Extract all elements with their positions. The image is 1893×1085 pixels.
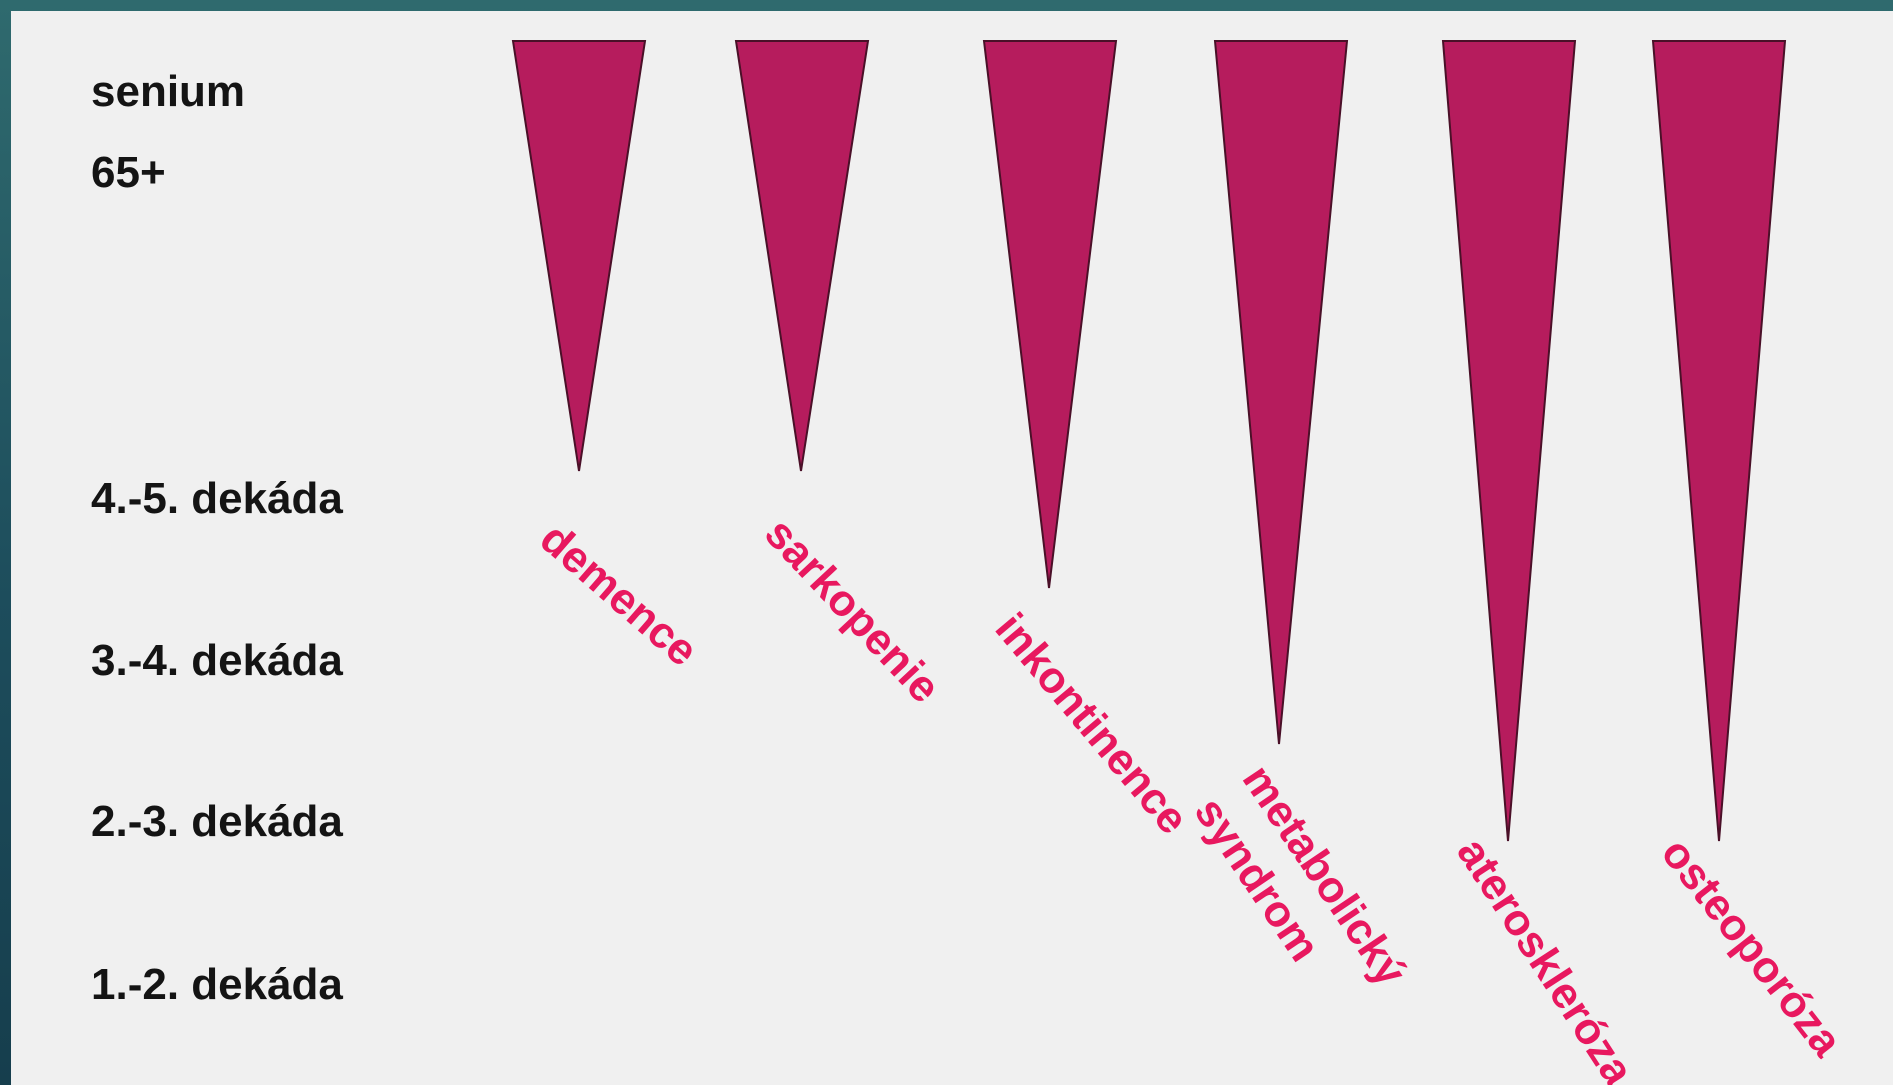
- disease-label-demence: demence: [530, 513, 707, 676]
- disease-labels: demence sarkopenie inkontinence metabolický…: [11, 11, 1893, 1085]
- onset-wedges: [511, 40, 1787, 842]
- wedge-demence: [511, 40, 647, 472]
- disease-label-metabolicky-syndrom: metabolický syndrom: [1185, 756, 1416, 1026]
- wedge-inkontinence: [982, 40, 1118, 589]
- disease-label-line: inkontinence: [985, 604, 1198, 844]
- wedge-sarkopenie: [734, 40, 870, 472]
- disease-label-line: ateroskleróza: [1447, 829, 1644, 1085]
- disease-label-inkontinence: inkontinence: [985, 604, 1198, 844]
- age-label-decade-4-5: 4.-5. dekáda: [91, 474, 343, 523]
- age-label-decade-2-3: 2.-3. dekáda: [91, 797, 343, 846]
- diagram-canvas: senium 65+ 4.-5. dekáda 3.-4. dekáda 2.-…: [11, 11, 1893, 1085]
- age-label-decade-3-4: 3.-4. dekáda: [91, 636, 343, 685]
- wedge-osteoporoza: [1651, 40, 1787, 842]
- age-label-decade-1-2: 1.-2. dekáda: [91, 960, 343, 1009]
- age-label-65-plus: 65+: [91, 148, 166, 197]
- age-label-senium: senium: [91, 67, 246, 116]
- disease-label-osteoporoza: osteoporóza: [1651, 829, 1852, 1066]
- disease-label-ateroskleroza: ateroskleróza: [1447, 829, 1644, 1085]
- disease-label-sarkopenie: sarkopenie: [755, 508, 950, 713]
- wedge-ateroskleroza: [1441, 40, 1577, 842]
- wedge-metabolicky-syndrom: [1213, 40, 1349, 745]
- disease-label-line: demence: [530, 513, 707, 676]
- disease-label-line: sarkopenie: [755, 508, 950, 713]
- disease-label-line: osteoporóza: [1651, 829, 1852, 1066]
